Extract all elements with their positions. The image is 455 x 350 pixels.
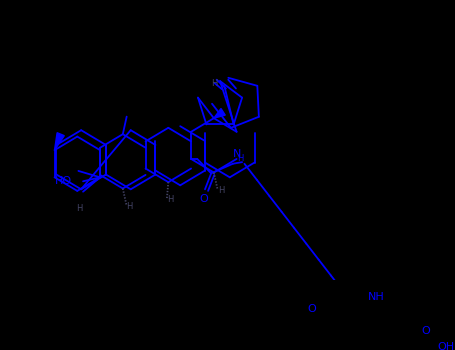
Text: H: H (167, 195, 174, 204)
Text: NH: NH (368, 292, 385, 302)
Text: O: O (199, 194, 208, 204)
Text: HO: HO (55, 176, 72, 186)
Polygon shape (55, 133, 64, 150)
Text: H: H (76, 204, 83, 213)
Text: N: N (233, 149, 241, 159)
Text: H: H (218, 186, 225, 195)
Text: H: H (238, 154, 244, 163)
Text: H: H (211, 79, 217, 88)
Text: O: O (421, 326, 430, 336)
Polygon shape (214, 108, 225, 118)
Text: O: O (307, 304, 316, 314)
Text: OH: OH (438, 342, 455, 350)
Text: H: H (126, 202, 132, 211)
